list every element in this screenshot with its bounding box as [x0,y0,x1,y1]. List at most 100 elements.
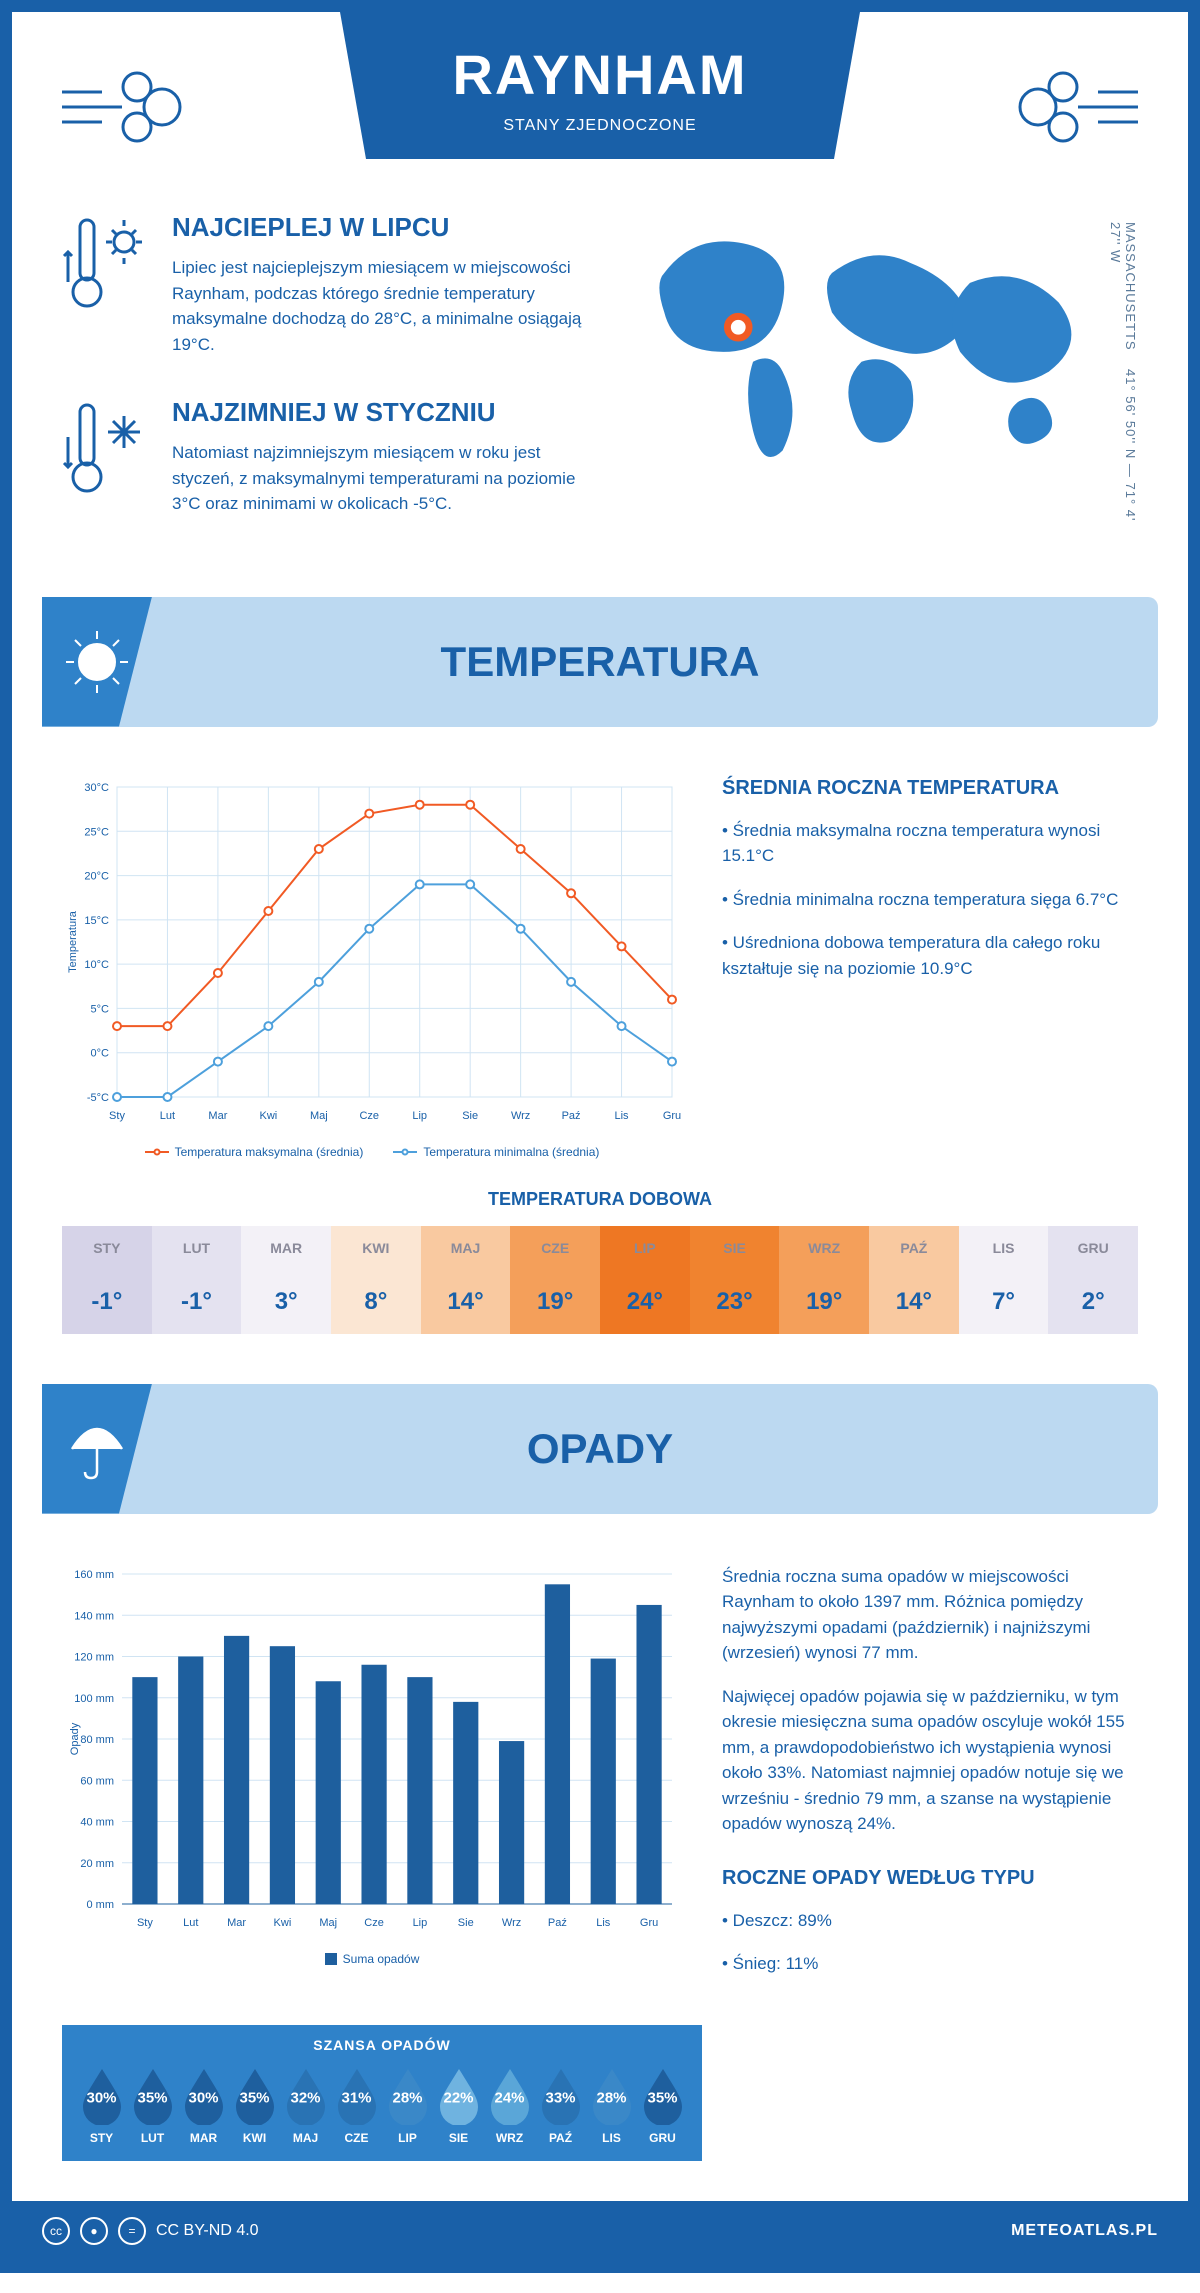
svg-text:Sty: Sty [109,1110,125,1122]
site-name: METEOATLAS.PL [1011,2222,1158,2240]
svg-text:Kwi: Kwi [259,1110,277,1122]
daily-temp-cell: GRU 2° [1048,1226,1138,1334]
precip-chance-drop: 28% LIP [382,2065,433,2145]
daily-temp-cell: STY -1° [62,1226,152,1334]
daily-temp-cell: PAŹ 14° [869,1226,959,1334]
precip-types-title: ROCZNE OPADY WEDŁUG TYPU [722,1867,1138,1890]
svg-text:Lut: Lut [160,1110,175,1122]
legend-item: Temperatura maksymalna (średnia) [145,1145,364,1159]
daily-temp-cell: WRZ 19° [779,1226,869,1334]
svg-text:Wrz: Wrz [511,1110,530,1122]
summary-row: NAJCIEPLEJ W LIPCU Lipiec jest najcieple… [12,212,1188,597]
svg-text:20°C: 20°C [84,870,109,882]
svg-text:100 mm: 100 mm [74,1692,114,1704]
precipitation-summary: Średnia roczna suma opadów w miejscowośc… [722,1564,1138,1995]
precip-type-item: • Śnieg: 11% [722,1951,1138,1977]
svg-text:Paź: Paź [548,1917,567,1929]
temperature-section-header: TEMPERATURA [42,597,1158,727]
svg-text:5°C: 5°C [91,1003,110,1015]
svg-text:10°C: 10°C [84,959,109,971]
precipitation-chart-row: 0 mm20 mm40 mm60 mm80 mm100 mm120 mm140 … [12,1514,1188,2025]
header: RAYNHAM STANY ZJEDNOCZONE [12,12,1188,212]
temperature-summary: ŚREDNIA ROCZNA TEMPERATURA • Średnia mak… [722,777,1138,1159]
svg-text:Paź: Paź [562,1110,581,1122]
weather-infographic: RAYNHAM STANY ZJEDNOCZONE [0,0,1200,2273]
precip-text-2: Najwięcej opadów pojawia się w październ… [722,1684,1138,1837]
svg-text:Wrz: Wrz [502,1917,521,1929]
temp-summary-title: ŚREDNIA ROCZNA TEMPERATURA [722,777,1138,800]
license-block: cc ● = CC BY-ND 4.0 [42,2217,259,2245]
svg-text:Mar: Mar [227,1917,246,1929]
temperature-title: TEMPERATURA [441,638,760,686]
city-name: RAYNHAM [340,42,860,107]
wind-swirl-icon [52,52,202,162]
license-text: CC BY-ND 4.0 [156,2222,259,2240]
precip-text-1: Średnia roczna suma opadów w miejscowośc… [722,1564,1138,1666]
precip-chance-drop: 33% PAŹ [535,2065,586,2145]
precip-chance-drop: 31% CZE [331,2065,382,2145]
title-banner: RAYNHAM STANY ZJEDNOCZONE [340,12,860,159]
precip-chance-drop: 32% MAJ [280,2065,331,2145]
precipitation-chance-panel: SZANSA OPADÓW 30% STY 35% LUT 30% MAR [62,2025,702,2161]
daily-temp-cell: CZE 19° [510,1226,600,1334]
svg-text:15°C: 15°C [84,914,109,926]
svg-text:Gru: Gru [663,1110,681,1122]
daily-temp-cell: LIP 24° [600,1226,690,1334]
svg-text:40 mm: 40 mm [80,1816,114,1828]
precip-type-item: • Deszcz: 89% [722,1908,1138,1934]
daily-temp-cell: KWI 8° [331,1226,421,1334]
precip-chance-drop: 24% WRZ [484,2065,535,2145]
svg-text:0°C: 0°C [91,1047,110,1059]
precipitation-title: OPADY [527,1425,673,1473]
svg-text:Opady: Opady [69,1722,81,1755]
svg-text:Cze: Cze [359,1110,379,1122]
sun-icon [42,597,152,727]
svg-text:Sie: Sie [458,1917,474,1929]
daily-temp-cell: MAJ 14° [421,1226,511,1334]
precip-chance-drop: 35% KWI [229,2065,280,2145]
coldest-text: Natomiast najzimniejszym miesiącem w rok… [172,440,585,517]
precip-chance-drop: 35% GRU [637,2065,688,2145]
daily-temp-cell: MAR 3° [241,1226,331,1334]
cc-icon: cc [42,2217,70,2245]
svg-text:30°C: 30°C [84,782,109,794]
svg-text:Gru: Gru [640,1917,658,1929]
svg-text:140 mm: 140 mm [74,1610,114,1622]
svg-text:0 mm: 0 mm [87,1899,115,1911]
precip-chance-drop: 30% STY [76,2065,127,2145]
svg-text:120 mm: 120 mm [74,1651,114,1663]
summary-text-column: NAJCIEPLEJ W LIPCU Lipiec jest najcieple… [62,212,585,557]
precipitation-legend: Suma opadów [62,1952,682,1966]
legend-item: Suma opadów [325,1952,420,1966]
daily-temp-cell: LUT -1° [152,1226,242,1334]
temperature-line-chart: -5°C0°C5°C10°C15°C20°C25°C30°CStyLutMarK… [62,777,682,1159]
precipitation-section: 0 mm20 mm40 mm60 mm80 mm100 mm120 mm140 … [12,1514,1188,2161]
by-icon: ● [80,2217,108,2245]
temp-summary-item: • Średnia minimalna roczna temperatura s… [722,887,1138,913]
svg-text:Lis: Lis [615,1110,630,1122]
svg-text:Lis: Lis [596,1917,611,1929]
precip-chance-drop: 22% SIE [433,2065,484,2145]
precipitation-section-header: OPADY [42,1384,1158,1514]
daily-temp-title: TEMPERATURA DOBOWA [62,1189,1138,1210]
svg-text:Mar: Mar [208,1110,227,1122]
svg-text:Lip: Lip [413,1917,428,1929]
region-label: MASSACHUSETTS [1123,222,1138,351]
daily-temp-cell: LIS 7° [959,1226,1049,1334]
umbrella-icon [42,1384,152,1514]
daily-temperature-table: TEMPERATURA DOBOWA STY -1° LUT -1° MAR 3… [12,1189,1188,1384]
svg-text:Kwi: Kwi [274,1917,292,1929]
country-name: STANY ZJEDNOCZONE [340,117,860,135]
svg-text:Sie: Sie [462,1110,478,1122]
svg-text:80 mm: 80 mm [80,1734,114,1746]
svg-text:Lut: Lut [183,1917,198,1929]
svg-text:20 mm: 20 mm [80,1857,114,1869]
precip-chance-drop: 35% LUT [127,2065,178,2145]
svg-text:Sty: Sty [137,1917,153,1929]
precipitation-bar-chart: 0 mm20 mm40 mm60 mm80 mm100 mm120 mm140 … [62,1564,682,1995]
svg-text:-5°C: -5°C [87,1092,109,1104]
temperature-chart-row: -5°C0°C5°C10°C15°C20°C25°C30°CStyLutMarK… [12,727,1188,1189]
coldest-block: NAJZIMNIEJ W STYCZNIU Natomiast najzimni… [62,397,585,517]
temp-summary-item: • Uśredniona dobowa temperatura dla całe… [722,930,1138,981]
temperature-legend: Temperatura maksymalna (średnia)Temperat… [62,1145,682,1159]
